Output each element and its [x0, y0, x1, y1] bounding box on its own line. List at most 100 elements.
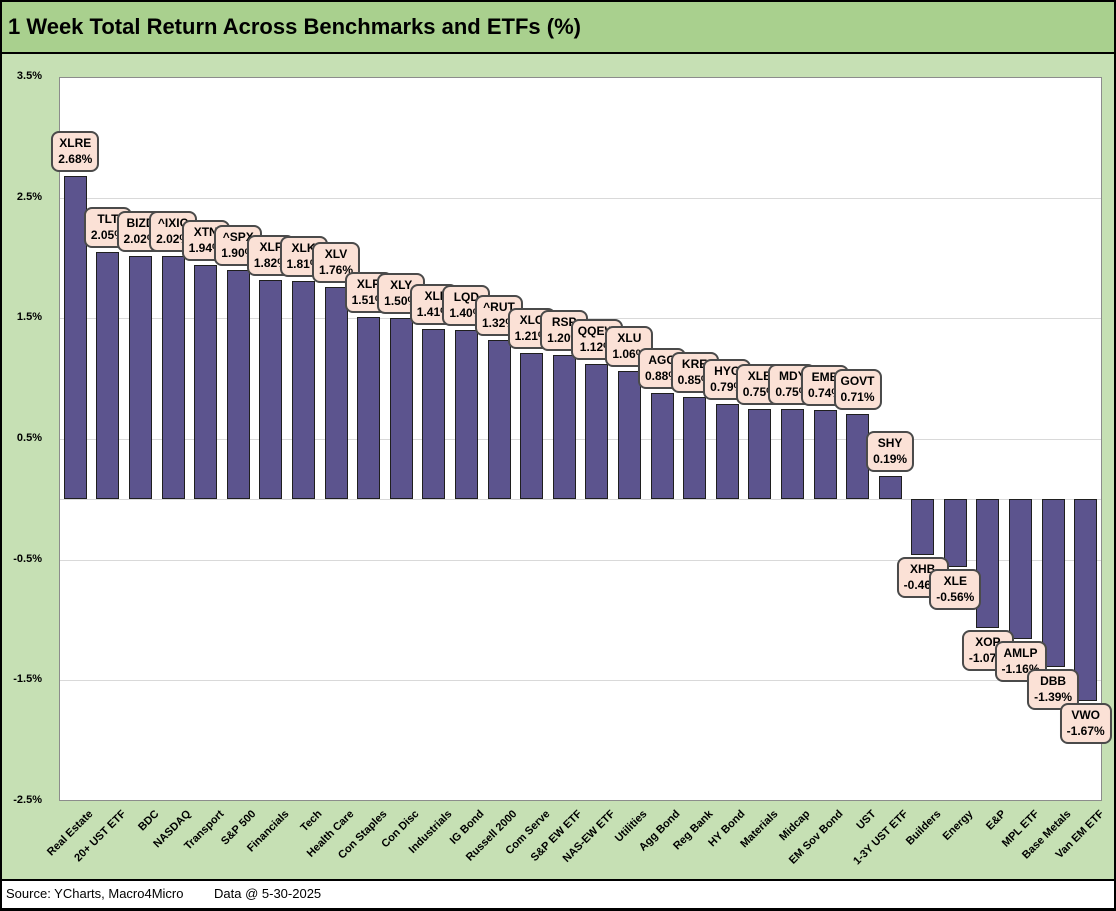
gridline-2.5 — [60, 197, 1101, 199]
bar-kre — [683, 396, 707, 500]
bar-xhb — [911, 499, 935, 555]
callout-value: 0.85% — [677, 372, 712, 387]
callout-value: 1.06% — [612, 347, 647, 362]
callout-value: 0.88% — [644, 369, 680, 384]
callout-ticker: XLK — [291, 240, 316, 255]
bar-xly — [389, 318, 413, 500]
title-bar: 1 Week Total Return Across Benchmarks an… — [2, 2, 1114, 54]
callout-ticker: XTN — [193, 225, 218, 240]
callout-ticker: XLP — [356, 277, 381, 292]
data-date-text: Data @ 5-30-2025 — [214, 886, 322, 901]
gridline-0.5 — [60, 439, 1101, 440]
y-axis-tick-label: -2.5% — [13, 794, 42, 806]
bar-xlf — [259, 279, 283, 500]
callout-ticker: XLB — [747, 368, 772, 383]
callout-ticker: DBB — [1040, 674, 1067, 689]
bar-xli — [422, 329, 446, 500]
callout-ticker: AMLP — [1003, 646, 1038, 661]
bar-lqd — [454, 330, 478, 500]
callout-value: 1.76% — [318, 263, 354, 277]
source-text: Source: YCharts, Macro4Micro — [6, 886, 184, 901]
y-axis-tick-label: -1.5% — [13, 673, 42, 686]
callout-ticker: AGG — [648, 353, 676, 368]
source-footer: Source: YCharts, Macro4Micro Data @ 5-30… — [2, 879, 1114, 909]
callout-value: 0.75% — [775, 384, 810, 399]
callout-value: -0.56% — [936, 589, 975, 604]
callout-ticker: TLT — [97, 212, 119, 226]
callout-value: 1.32% — [481, 316, 517, 331]
callout-value: 1.94% — [188, 241, 223, 256]
bar-ixic — [161, 255, 185, 500]
y-axis-tick-label: -0.5% — [13, 552, 42, 565]
bar-vwo — [1074, 499, 1098, 701]
y-axis-tick-label: 1.5% — [16, 311, 42, 324]
callout-value: 1.21% — [514, 329, 549, 344]
callout-ticker: XOP — [975, 635, 1001, 650]
callout-ticker: HYG — [714, 364, 741, 378]
callout-value: 2.02% — [156, 231, 191, 246]
bar-spx — [226, 270, 250, 500]
bar-xlv — [324, 287, 348, 500]
callout-value: 2.02% — [123, 231, 158, 246]
callout-value: 1.40% — [449, 306, 484, 321]
callout-value: -1.39% — [1034, 690, 1073, 705]
callout-ticker: GOVT — [840, 373, 875, 388]
bar-xlu — [617, 371, 641, 500]
callout-ticker: KRE — [681, 356, 708, 371]
callout-govt: GOVT 0.71% — [833, 368, 882, 410]
bar-shy — [878, 476, 902, 500]
bar-dbb — [1041, 499, 1065, 667]
callout-xly: XLY 1.50% — [377, 273, 426, 315]
callout-value: 1.82% — [253, 255, 288, 270]
callout-value: 2.68% — [58, 151, 93, 166]
callout-xle: XLE -0.56% — [929, 568, 982, 610]
callout-ticker: MDY — [779, 368, 806, 383]
callout-vwo: VWO -1.67% — [1059, 702, 1112, 744]
callout-ticker: XLI — [424, 289, 444, 304]
y-axis-tick-label: 3.5% — [16, 70, 42, 82]
gridline-0 — [60, 499, 1101, 501]
callout-value: 0.79% — [710, 380, 745, 394]
callout-value: 1.51% — [351, 293, 386, 308]
bar-rut — [487, 340, 511, 500]
callout-value: 1.90% — [221, 246, 256, 261]
callout-ticker: SHY — [877, 436, 903, 451]
callout-value: 0.19% — [873, 452, 908, 467]
callout-ticker: XLRE — [59, 135, 92, 150]
gridline--0.5 — [60, 559, 1101, 561]
bar-xlk — [292, 280, 315, 500]
bar-amlp — [1009, 499, 1032, 640]
bar-agg — [650, 393, 674, 500]
bar-xlc — [520, 353, 544, 500]
callout-ticker: VWO — [1071, 707, 1101, 722]
callout-value: 0.75% — [742, 384, 777, 399]
callout-ticker: XHB — [910, 561, 936, 576]
callout-ticker: XLF — [259, 239, 283, 254]
bar-xle — [943, 499, 967, 567]
y-axis-tick-label: 2.5% — [16, 190, 42, 203]
callout-value: 1.12% — [579, 340, 614, 355]
callout-ticker: ^IXIC — [157, 215, 189, 230]
bar-xop — [976, 499, 1000, 629]
callout-ticker: BIZD — [126, 215, 155, 230]
page-title: 1 Week Total Return Across Benchmarks an… — [8, 14, 581, 39]
callout-ticker: XLE — [943, 573, 967, 588]
bar-xlb — [748, 408, 772, 500]
bar-xtn — [194, 265, 218, 500]
callout-ticker: XLC — [519, 313, 544, 328]
callout-ticker: LQD — [453, 290, 480, 305]
bar-mdy — [780, 408, 804, 500]
callout-ticker: XLY — [390, 278, 413, 293]
callout-shy: SHY 0.19% — [866, 431, 915, 473]
bar-tlt — [96, 252, 120, 500]
callout-value: 0.71% — [840, 389, 875, 404]
bar-bizd — [129, 255, 152, 500]
callout-tlt: TLT 2.05% — [83, 207, 132, 248]
gridline--1.5 — [60, 680, 1101, 682]
bar-qqew — [585, 364, 609, 500]
bar-rsp — [552, 354, 576, 500]
bar-hyg — [715, 404, 739, 500]
callout-ticker: ^RUT — [483, 300, 515, 315]
callout-xlv: XLV 1.76% — [311, 242, 361, 283]
callout-ticker: XLU — [617, 331, 642, 346]
